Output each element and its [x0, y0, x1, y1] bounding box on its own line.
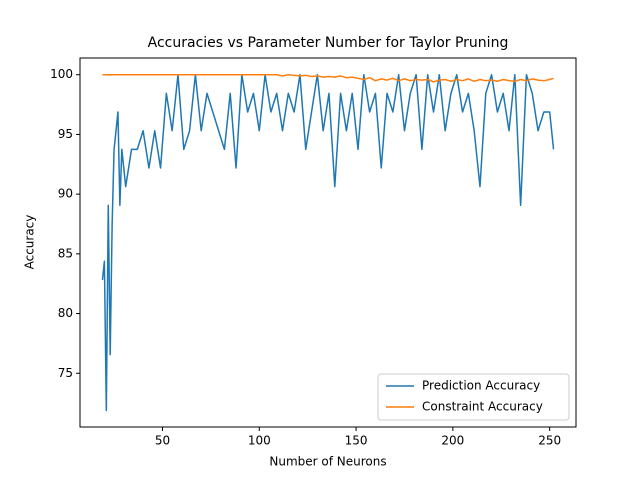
chart-title: Accuracies vs Parameter Number for Taylo…	[148, 35, 509, 51]
x-tick-label: 100	[248, 434, 271, 448]
x-axis-label: Number of Neurons	[269, 455, 386, 469]
x-tick-label: 200	[441, 434, 464, 448]
y-tick-label: 90	[58, 187, 73, 201]
legend-box	[377, 373, 570, 421]
y-axis-label: Accuracy	[23, 215, 37, 270]
plot-frame	[79, 57, 577, 428]
x-tick-label: 150	[345, 434, 368, 448]
x-tick-label: 50	[155, 434, 170, 448]
x-tick-label: 250	[538, 434, 561, 448]
series-line	[101, 73, 555, 412]
y-tick-label: 100	[50, 67, 73, 81]
y-tick-label: 95	[58, 127, 73, 141]
y-tick-label: 85	[58, 246, 73, 260]
series-line	[102, 73, 554, 83]
legend-label: Prediction Accuracy	[422, 379, 540, 393]
y-tick-label: 80	[58, 306, 73, 320]
y-tick-label: 75	[58, 366, 73, 380]
legend-label: Constraint Accuracy	[422, 400, 543, 414]
